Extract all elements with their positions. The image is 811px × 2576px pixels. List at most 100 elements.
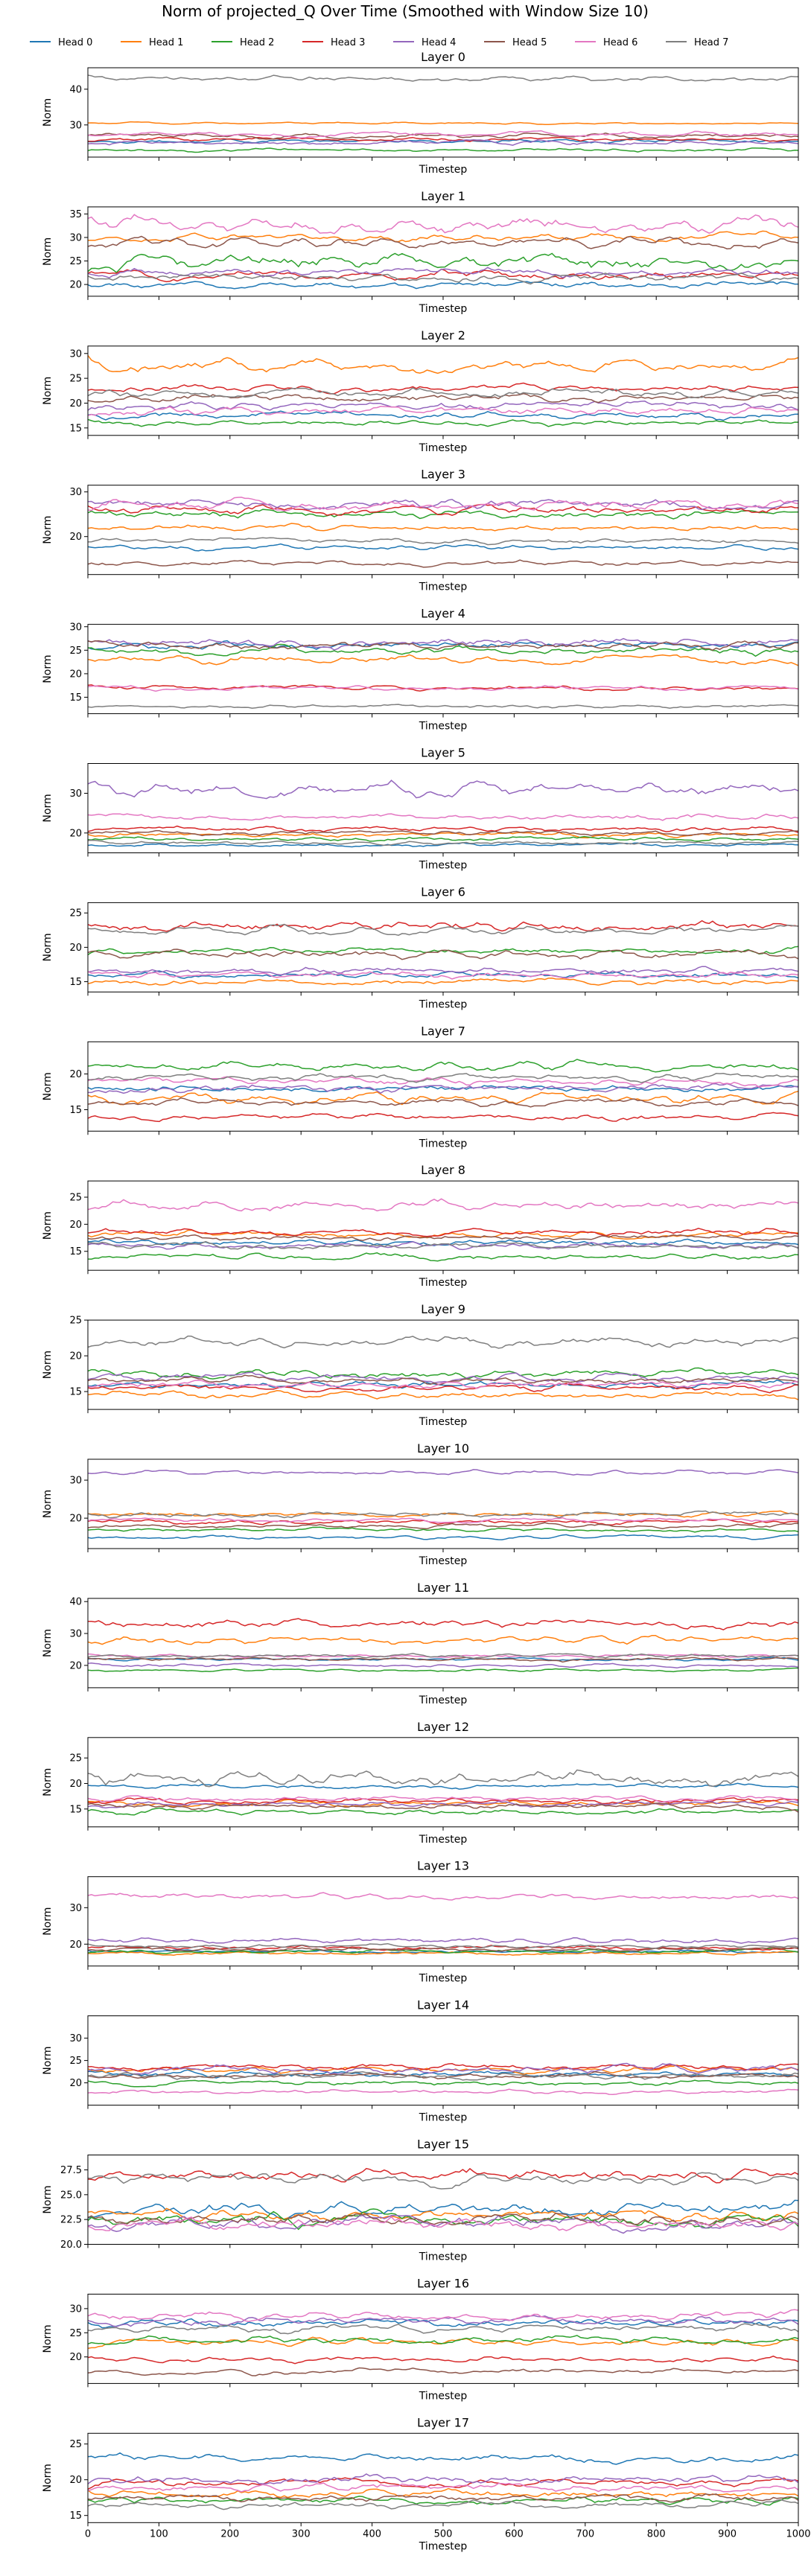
series-line	[88, 685, 798, 692]
panel: Layer 2 15 20 25 30 Timestep Norm	[42, 328, 799, 454]
x-axis-label: Timestep	[419, 442, 468, 454]
panel: Layer 11 20 30 40 Timestep Norm	[42, 1581, 799, 1706]
series-group	[88, 1198, 798, 1262]
panel: Layer 15 20.0 22.5 25.0 27.5 Timestep Norm	[42, 2137, 799, 2263]
series-line	[88, 1942, 798, 1949]
x-tick-label: 100	[150, 2528, 168, 2540]
series-line	[88, 949, 798, 960]
y-tick-label: 15	[69, 1804, 82, 1815]
series-line	[88, 1797, 798, 1805]
series-line	[88, 1234, 798, 1241]
panel: Layer 14 20 25 30 Timestep Norm	[42, 1998, 799, 2124]
series-line	[88, 1198, 798, 1212]
x-axis-label: Timestep	[419, 2390, 468, 2402]
y-tick-label: 25	[69, 1753, 82, 1764]
x-tick-label: 1000	[786, 2528, 810, 2540]
series-line	[88, 971, 798, 980]
y-axis-label: Norm	[42, 2047, 54, 2075]
series-line	[88, 1076, 798, 1088]
y-axis-label: Norm	[42, 2185, 54, 2213]
y-axis-label: Norm	[42, 655, 54, 683]
series-line	[88, 2335, 798, 2345]
series-line	[88, 537, 798, 546]
legend-label: Head 5	[512, 37, 547, 48]
series-line	[88, 1662, 798, 1669]
y-tick-label: 27.5	[60, 2165, 82, 2176]
series-group	[88, 1059, 798, 1123]
legend-label: Head 4	[422, 37, 456, 48]
y-tick-label: 25	[69, 256, 82, 267]
series-line	[88, 1380, 798, 1389]
y-tick-label: 30	[69, 232, 82, 243]
axes-frame	[87, 485, 799, 576]
series-line	[88, 2482, 798, 2493]
series-group	[88, 2452, 798, 2510]
x-tick-label: 700	[576, 2528, 594, 2540]
panel-title: Layer 2	[421, 328, 465, 342]
panel-title: Layer 1	[421, 189, 465, 203]
series-line	[88, 252, 798, 274]
series-line	[88, 410, 798, 421]
y-tick-label: 20	[69, 1351, 82, 1362]
series-group	[88, 2062, 798, 2095]
series-line	[88, 133, 798, 140]
series-line	[88, 2079, 798, 2088]
y-tick-label: 25	[69, 2439, 82, 2450]
y-tick-label: 20	[69, 280, 82, 291]
panel-title: Layer 4	[421, 607, 465, 621]
y-axis-label: Norm	[42, 377, 54, 405]
series-line	[88, 508, 798, 520]
x-axis-label: Timestep	[419, 2540, 468, 2552]
x-axis-label: Timestep	[419, 164, 468, 176]
legend-item: Head 7	[666, 37, 728, 48]
series-line	[88, 637, 798, 651]
series-line	[88, 1073, 798, 1083]
panel: Layer 9 15 20 25 Timestep Norm	[42, 1302, 799, 1428]
series-line	[88, 1518, 798, 1525]
series-line	[88, 839, 798, 847]
x-axis-label: Timestep	[419, 721, 468, 733]
series-line	[88, 2493, 798, 2503]
series-line	[88, 1782, 798, 1790]
series-line	[88, 919, 798, 932]
legend-item: Head 3	[302, 37, 365, 48]
series-line	[88, 2496, 798, 2506]
y-axis-label: Norm	[42, 1072, 54, 1100]
series-line	[88, 835, 798, 842]
axes-frame	[87, 2155, 799, 2245]
y-tick-label: 30	[69, 348, 82, 360]
y-axis-label: Norm	[42, 516, 54, 544]
x-tick-label: 0	[85, 2528, 91, 2540]
x-axis-label: Timestep	[419, 860, 468, 872]
y-tick-label: 30	[69, 622, 82, 633]
y-axis-label: Norm	[42, 1211, 54, 1240]
series-line	[88, 267, 798, 278]
series-line	[88, 2069, 798, 2079]
y-tick-label: 30	[69, 2033, 82, 2044]
axes-frame	[87, 1319, 799, 1410]
series-line	[88, 832, 798, 839]
y-tick-label: 40	[69, 84, 82, 95]
y-tick-label: 20	[69, 2475, 82, 2486]
series-line	[88, 643, 798, 657]
series-line	[88, 130, 798, 138]
series-line	[88, 1947, 798, 1954]
series-line	[88, 2473, 798, 2484]
y-tick-label: 30	[69, 120, 82, 131]
series-group	[88, 1769, 798, 1816]
legend-item: Head 0	[30, 37, 92, 48]
panel: Layer 17 15 20 25 0 100 200 300 400 500 600 700 800 9…	[42, 2415, 811, 2552]
series-group	[88, 1618, 798, 1673]
panel-title: Layer 14	[417, 1998, 469, 2012]
panel-title: Layer 16	[417, 2276, 469, 2290]
legend-item: Head 4	[393, 37, 456, 48]
x-tick-label: 200	[220, 2528, 239, 2540]
series-line	[88, 523, 798, 532]
series-line	[88, 2452, 798, 2465]
series-group	[88, 354, 798, 427]
panel-title: Layer 11	[417, 1581, 469, 1595]
y-tick-label: 30	[69, 1903, 82, 1914]
series-line	[88, 1091, 798, 1106]
series-line	[88, 230, 798, 243]
series-line	[88, 121, 798, 125]
